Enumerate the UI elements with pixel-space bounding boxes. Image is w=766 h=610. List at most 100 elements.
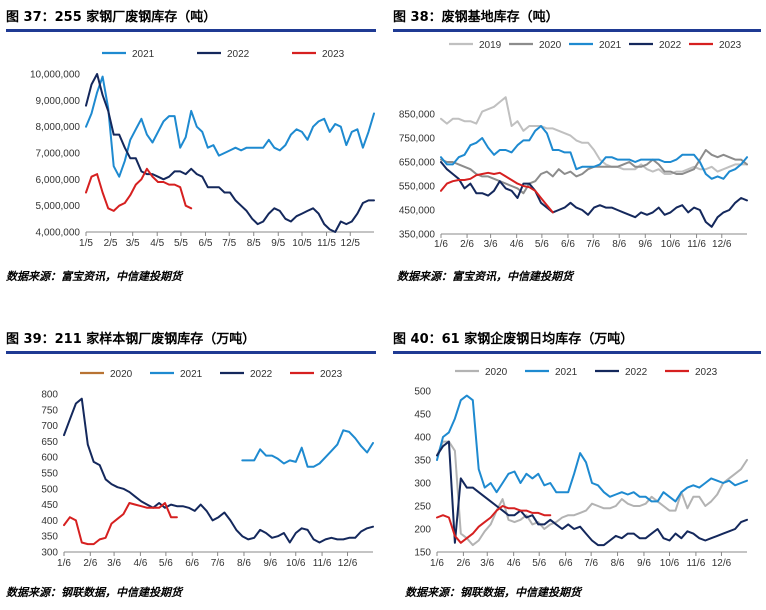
x-tick-label: 2/6 [83,558,97,569]
series-line-2020 [440,149,748,195]
x-tick-label: 1/6 [57,558,71,569]
source-note: 数据来源：钢联数据，中信建投期货 [405,586,581,599]
x-tick-label: 6/5 [199,238,213,249]
y-tick-label: 750,000 [399,134,436,145]
chart-panel-40: 图 40：61 家钢企废钢日均库存（万吨） 2020 2021 2022 2023 15… [383,322,766,610]
y-tick-label: 8,000,000 [36,122,81,133]
x-tick-label: 4/5 [150,238,164,249]
source-note: 数据来源：钢联数据，中信建投期货 [6,586,182,599]
x-tick-label: 9/5 [271,238,285,249]
x-tick-label: 5/6 [535,239,549,250]
x-tick-label: 11/6 [687,239,706,250]
x-tick-label: 6/6 [561,239,575,250]
y-tick-label: 750 [41,405,58,416]
y-tick-label: 150 [414,548,431,559]
x-tick-label: 10/6 [660,558,680,569]
x-tick-label: 6/6 [559,558,573,569]
y-tick-label: 5,000,000 [36,201,81,212]
x-tick-label: 8/6 [612,239,626,250]
y-tick-label: 7,000,000 [36,149,81,160]
y-tick-label: 250 [414,502,431,513]
x-tick-label: 8/6 [611,558,625,569]
series-line-2022 [436,440,748,547]
x-tick-label: 1/6 [430,558,444,569]
x-tick-label: 9/6 [263,558,277,569]
legend-label: 2021 [599,40,622,51]
chart-panel-39: 图 39：211 家样本钢厂废钢库存（万吨） 2020 2021 2022 2023 3… [0,322,383,610]
x-tick-label: 10/6 [286,558,306,569]
x-tick-label: 4/6 [507,558,521,569]
x-tick-label: 12/6 [712,239,732,250]
x-tick-label: 7/6 [584,558,598,569]
title-underline [6,351,376,354]
x-tick-label: 5/6 [159,558,173,569]
x-tick-label: 7/6 [586,239,600,250]
source-note: 数据来源：富宝资讯，中信建投期货 [6,270,182,283]
series-line-2021 [440,125,748,180]
y-tick-label: 300 [414,479,431,490]
x-tick-label: 11/5 [317,238,336,249]
series-line-2021 [436,394,748,503]
x-tick-label: 1/6 [434,239,448,250]
y-tick-label: 450 [414,410,431,421]
x-tick-label: 3/6 [480,558,494,569]
y-tick-label: 9,000,000 [36,96,81,107]
title-underline [393,351,761,354]
chart-panel-38: 图 38：废钢基地库存（吨） 2019 2020 2021 2022 2023 350,0… [383,0,766,295]
series-line-2020 [436,440,748,547]
series-line-2022 [63,397,374,544]
x-tick-label: 12/5 [341,238,361,249]
x-tick-label: 2/6 [456,558,470,569]
x-tick-label: 4/6 [510,239,524,250]
y-tick-label: 350 [414,456,431,467]
series-line-2023 [63,502,178,546]
x-tick-label: 10/5 [292,238,312,249]
legend-label: 2023 [320,369,343,380]
x-tick-label: 5/6 [532,558,546,569]
x-tick-label: 3/5 [126,238,140,249]
y-tick-label: 600 [41,453,58,464]
x-tick-label: 10/6 [661,239,681,250]
legend-label: 2023 [719,40,742,51]
legend-label: 2019 [479,40,502,51]
legend-label: 2022 [227,49,250,60]
x-tick-label: 7/5 [222,238,236,249]
x-tick-label: 3/6 [107,558,121,569]
series-line-2022 [85,73,375,233]
x-tick-label: 12/6 [338,558,358,569]
y-tick-label: 10,000,000 [30,70,80,81]
legend-label: 2020 [485,367,508,378]
source-note: 数据来源：富宝资讯，中信建投期货 [397,270,573,283]
legend-label: 2020 [539,40,562,51]
y-tick-label: 500 [414,387,431,398]
y-tick-label: 200 [414,525,431,536]
x-tick-label: 4/6 [133,558,147,569]
legend-label: 2023 [695,367,718,378]
x-tick-label: 8/6 [237,558,251,569]
chart-panel-37: 图 37：255 家钢厂废钢库存（吨） 2021 2022 2023 4,000,00… [0,0,383,295]
series-line-2023 [85,167,193,212]
line-chart: 2019 2020 2021 2022 2023 350,000 450,000 550,00… [399,40,748,250]
series-line-2021 [85,75,375,178]
legend-label: 2021 [132,49,155,60]
y-tick-label: 400 [41,516,58,527]
x-tick-label: 11/6 [687,558,706,569]
x-tick-label: 12/6 [712,558,732,569]
line-chart: 2021 2022 2023 4,000,000 5,000,000 6,000,000 7… [30,49,375,249]
y-tick-label: 350,000 [399,230,436,241]
series-line-2021 [241,429,374,468]
y-tick-label: 450 [41,500,58,511]
y-tick-label: 650,000 [399,158,436,169]
x-tick-label: 9/6 [638,239,652,250]
legend-label: 2020 [110,369,133,380]
x-tick-label: 8/5 [247,238,261,249]
y-tick-label: 350 [41,532,58,543]
x-tick-label: 6/6 [185,558,199,569]
y-tick-label: 650 [41,437,58,448]
y-tick-label: 500 [41,484,58,495]
y-tick-label: 850,000 [399,110,436,121]
chart-title: 图 40：61 家钢企废钢日均库存（万吨） [393,332,634,347]
chart-title: 图 39：211 家样本钢厂废钢库存（万吨） [6,332,256,347]
y-tick-label: 550,000 [399,182,436,193]
x-tick-label: 5/5 [174,238,188,249]
